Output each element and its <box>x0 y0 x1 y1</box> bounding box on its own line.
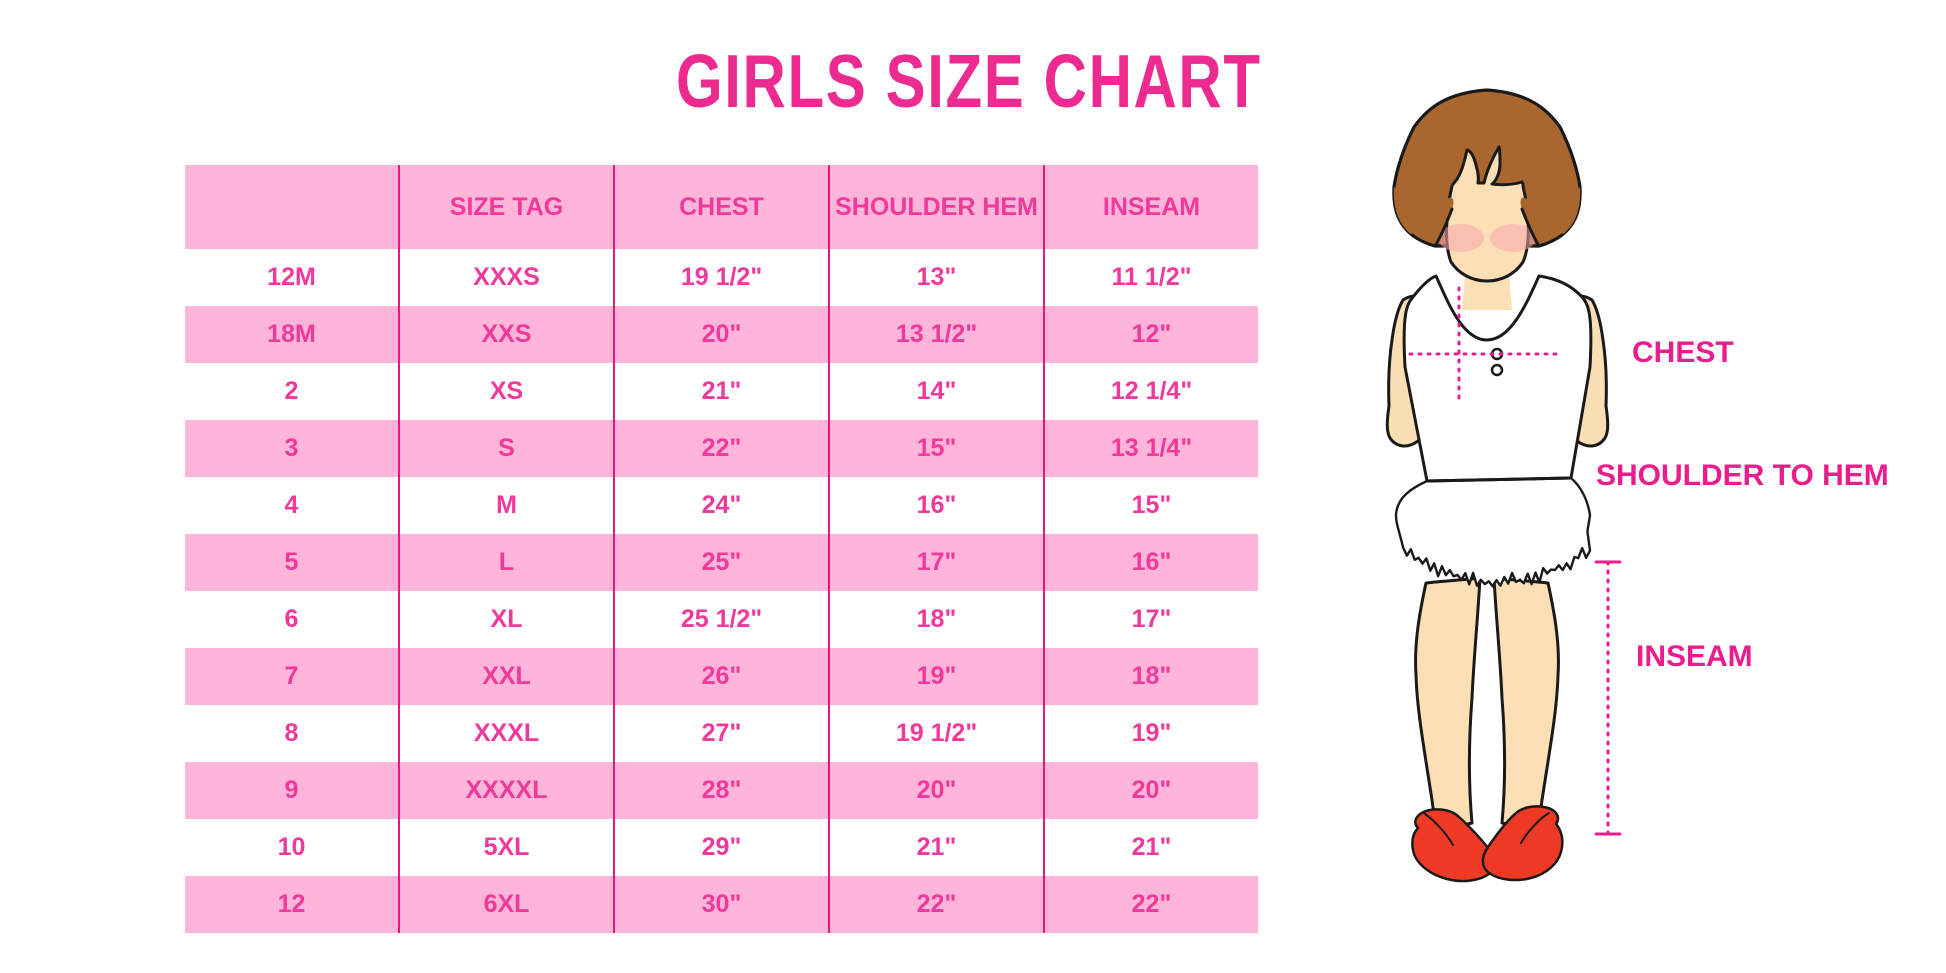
svg-text:INSEAM: INSEAM <box>1636 640 1753 673</box>
svg-text:SHOULDER TO HEM: SHOULDER TO HEM <box>1596 459 1889 492</box>
svg-text:CHEST: CHEST <box>1632 336 1734 369</box>
